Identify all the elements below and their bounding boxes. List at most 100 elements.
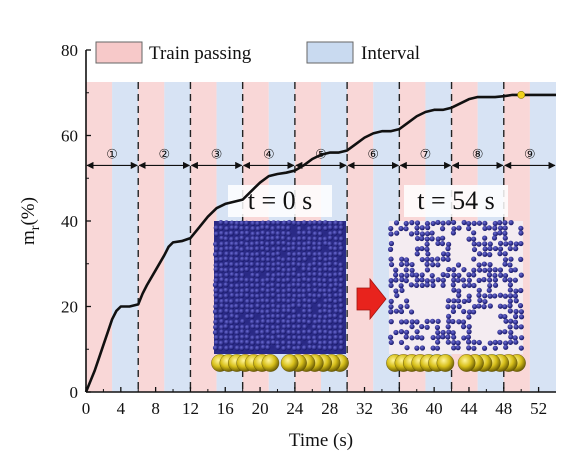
particle (233, 241, 240, 247)
particle (465, 334, 472, 340)
particle (393, 272, 399, 278)
particle (306, 240, 312, 246)
particle (445, 272, 451, 279)
particle (430, 220, 436, 227)
particle (327, 297, 333, 304)
particle (446, 329, 452, 335)
particle (306, 226, 312, 232)
particle (291, 245, 297, 252)
particle (270, 313, 276, 319)
particle (255, 283, 261, 289)
particle (445, 334, 451, 340)
particle (244, 230, 250, 236)
particle (338, 262, 344, 268)
particle (249, 313, 255, 319)
particle (306, 266, 312, 273)
particle (492, 277, 498, 283)
particle (244, 298, 251, 305)
particle (332, 330, 339, 336)
particle (497, 225, 504, 231)
particle (218, 230, 225, 236)
particle (434, 324, 441, 331)
particle (451, 277, 457, 283)
particle (476, 241, 482, 247)
particle (229, 313, 235, 319)
particle (317, 344, 323, 351)
particle (249, 345, 255, 351)
particle (291, 282, 297, 288)
particle (311, 335, 318, 341)
particle (492, 272, 498, 279)
inset-background (389, 221, 523, 354)
particle (414, 251, 420, 257)
particle (487, 245, 493, 252)
x-tick-label: 24 (286, 399, 304, 418)
particle (234, 339, 240, 345)
y-tick-label: 0 (70, 383, 79, 402)
particle (497, 339, 503, 346)
particle (322, 288, 328, 294)
particle (508, 256, 514, 262)
particle (446, 318, 452, 324)
particle (512, 313, 519, 320)
particle (408, 282, 414, 288)
particle (229, 251, 235, 257)
particle (302, 303, 308, 309)
particle (323, 314, 329, 320)
particle (228, 267, 235, 273)
particle (461, 308, 467, 315)
particle (307, 262, 313, 268)
particle (419, 235, 425, 242)
particle (482, 246, 488, 252)
particle (224, 241, 230, 247)
particle (291, 271, 297, 278)
x-tick-label: 16 (217, 399, 234, 418)
particle (409, 261, 415, 268)
particle (482, 251, 488, 257)
particle (409, 319, 415, 325)
particle (403, 298, 410, 304)
particle (503, 344, 509, 350)
particle (291, 297, 297, 304)
particle (481, 304, 487, 310)
x-tick-label: 40 (426, 399, 443, 418)
particle (250, 272, 256, 278)
particle (233, 277, 240, 283)
particle (296, 241, 302, 247)
particle (393, 267, 399, 273)
particle (327, 231, 334, 237)
particle (409, 272, 415, 278)
particle (264, 246, 271, 252)
particle (224, 319, 230, 325)
particle (513, 288, 519, 294)
particle (497, 230, 503, 236)
particle (394, 292, 400, 299)
particle (393, 308, 400, 314)
particle (446, 266, 452, 273)
particle (307, 236, 313, 242)
particle (302, 297, 308, 304)
particle (317, 335, 324, 341)
particle (425, 251, 431, 257)
particle (502, 329, 508, 335)
particle (260, 251, 266, 257)
particle (512, 335, 518, 341)
x-tick-label: 20 (252, 399, 269, 418)
particle (259, 293, 265, 299)
particle (492, 267, 498, 273)
particle (223, 334, 229, 341)
particle (244, 293, 250, 299)
particle (224, 298, 230, 304)
particle (290, 303, 297, 309)
x-axis-title: Time (s) (289, 430, 353, 451)
particle (466, 225, 472, 232)
particle (249, 304, 255, 310)
particle (327, 319, 333, 325)
particle (332, 246, 338, 252)
particle (291, 257, 297, 263)
particle (213, 251, 219, 257)
particle (218, 318, 225, 325)
particle (338, 220, 344, 227)
particle (387, 334, 394, 340)
particle (327, 340, 334, 346)
